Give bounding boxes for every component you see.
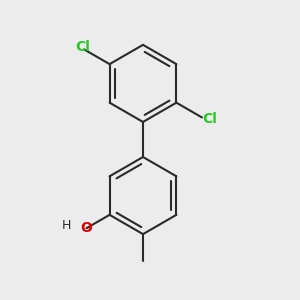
Text: Cl: Cl: [202, 112, 217, 126]
Text: Cl: Cl: [75, 40, 90, 54]
Text: O: O: [81, 221, 92, 235]
Text: H: H: [62, 219, 72, 232]
